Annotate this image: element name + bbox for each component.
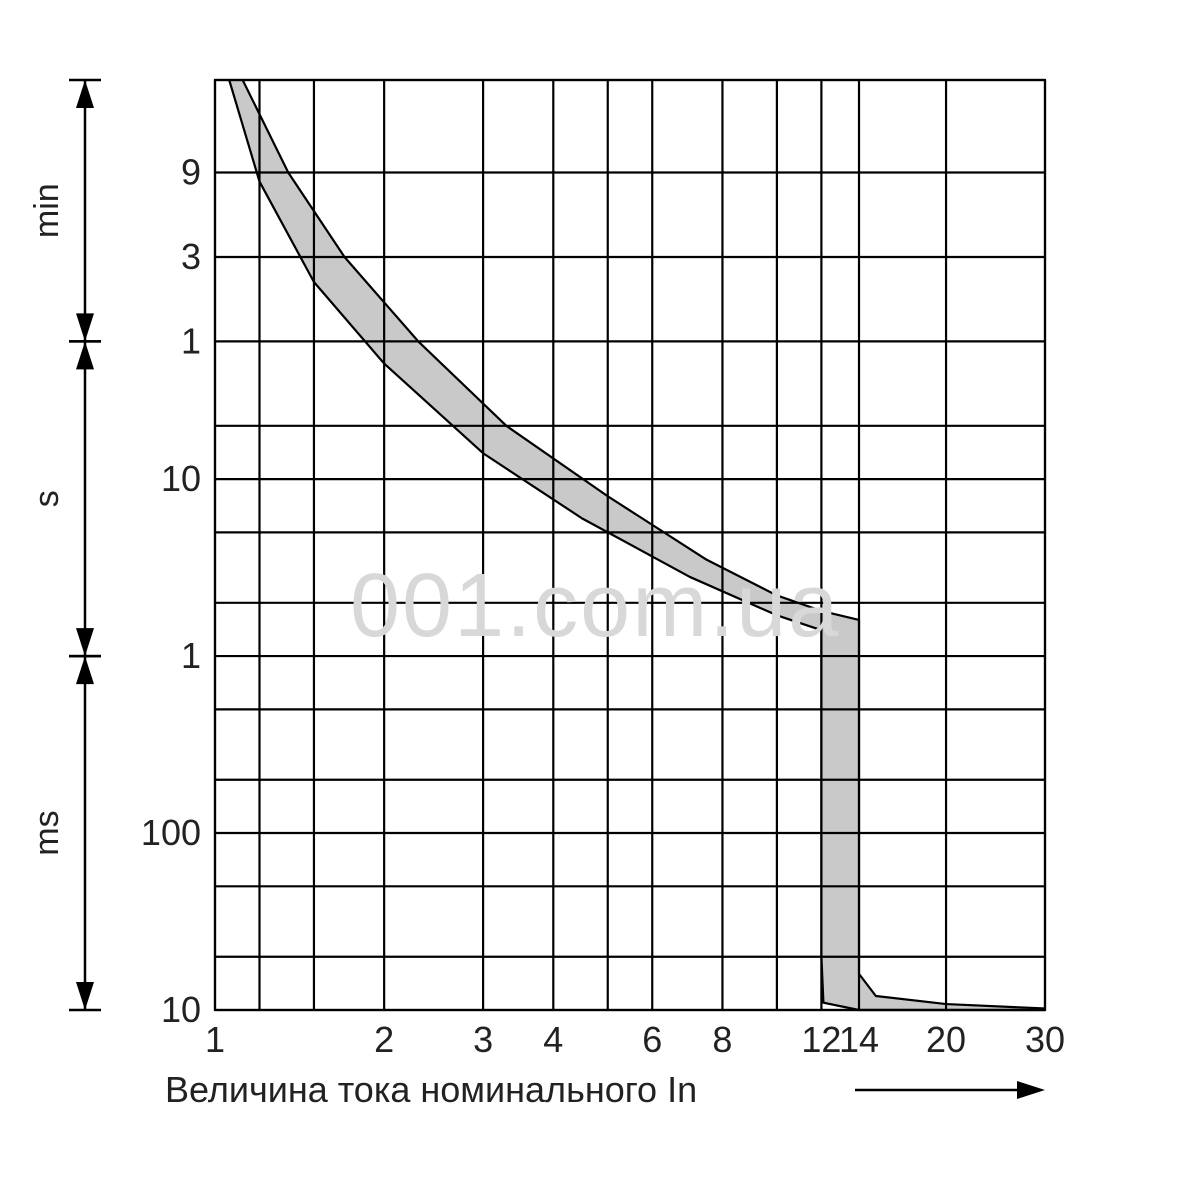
x-tick-label: 14 — [839, 1019, 879, 1060]
x-tick-label: 12 — [801, 1019, 841, 1060]
x-tick-label: 4 — [543, 1019, 563, 1060]
y-tick-label: 10 — [161, 458, 201, 499]
y-tick-label: 9 — [181, 152, 201, 193]
y-tick-label: 1 — [181, 320, 201, 361]
y-tick-label: 10 — [161, 989, 201, 1030]
y-segment-arrow-up — [76, 656, 94, 684]
y-segment-label: s — [28, 490, 66, 507]
x-tick-label: 3 — [473, 1019, 493, 1060]
chart-svg: 12346812142030Величина тока номинального… — [0, 0, 1200, 1200]
x-tick-label: 30 — [1025, 1019, 1065, 1060]
y-tick-label: 3 — [181, 236, 201, 277]
x-tick-label: 1 — [205, 1019, 225, 1060]
y-segment-arrow-up — [76, 80, 94, 108]
y-segment-arrow-down — [76, 628, 94, 656]
y-segment-arrow-up — [76, 341, 94, 369]
x-tick-label: 2 — [374, 1019, 394, 1060]
chart-container: { "plot": { "type": "trip-curve", "width… — [0, 0, 1200, 1200]
x-tick-label: 8 — [712, 1019, 732, 1060]
x-axis-label: Величина тока номинального In — [165, 1069, 697, 1110]
y-segment-arrow-down — [76, 313, 94, 341]
x-tick-label: 6 — [642, 1019, 662, 1060]
y-tick-label: 100 — [141, 812, 201, 853]
x-axis-arrow-head — [1017, 1081, 1045, 1099]
trip-band — [229, 80, 1045, 1010]
y-tick-label: 1 — [181, 635, 201, 676]
y-segment-arrow-down — [76, 982, 94, 1010]
y-segment-label: ms — [28, 810, 66, 855]
y-segment-label: min — [28, 183, 66, 238]
x-tick-label: 20 — [926, 1019, 966, 1060]
